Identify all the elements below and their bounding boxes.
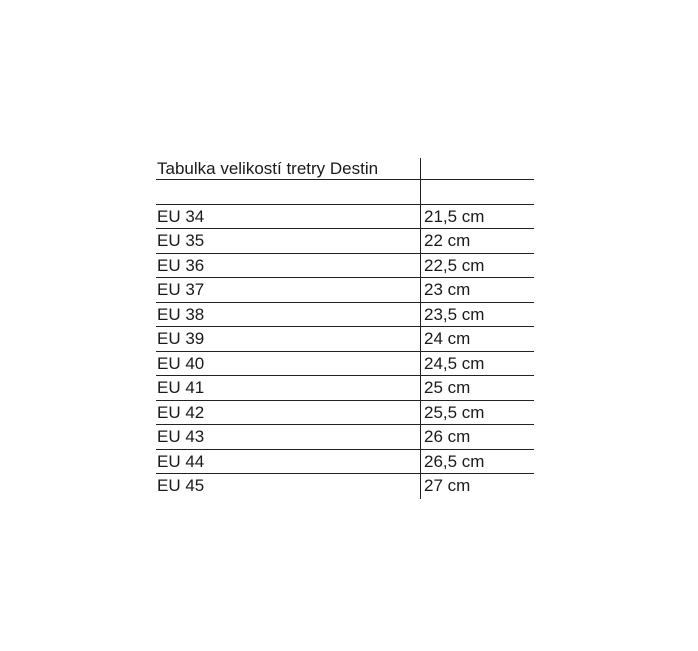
eu-size-cell: EU 38: [157, 304, 205, 324]
foot-length-cell: 23 cm: [420, 278, 534, 302]
eu-size-cell: EU 42: [157, 402, 205, 422]
table-row: EU 40 24,5 cm: [156, 351, 534, 376]
eu-size-cell: EU 44: [157, 451, 205, 471]
table-row: EU 45 27 cm: [156, 474, 534, 499]
foot-length-cell: 26 cm: [420, 425, 534, 449]
foot-length-cell: 25 cm: [420, 376, 534, 400]
table-title: Tabulka velikostí tretry Destin: [157, 159, 379, 178]
table-row: EU 36 22,5 cm: [156, 253, 534, 278]
table-row: EU 38 23,5 cm: [156, 302, 534, 327]
foot-length-cell: 26,5 cm: [420, 449, 534, 473]
foot-length-cell: 24,5 cm: [420, 351, 534, 375]
foot-length-cell: 27 cm: [420, 474, 534, 499]
size-table: Tabulka velikostí tretry Destin EU 34 21,…: [156, 158, 534, 499]
foot-length-cell: 21,5 cm: [420, 204, 534, 228]
table-row: EU 43 26 cm: [156, 425, 534, 450]
foot-length-cell: 22,5 cm: [420, 253, 534, 277]
table-row: EU 37 23 cm: [156, 278, 534, 303]
empty-row: [156, 180, 534, 205]
foot-length-cell: 24 cm: [420, 327, 534, 351]
eu-size-cell: EU 36: [157, 255, 205, 275]
eu-size-cell: EU 34: [157, 206, 205, 226]
table-row: EU 44 26,5 cm: [156, 449, 534, 474]
eu-size-cell: EU 37: [157, 280, 205, 299]
foot-length-cell: 25,5 cm: [420, 400, 534, 424]
eu-size-cell: EU 39: [157, 329, 205, 348]
eu-size-cell: EU 45: [157, 476, 205, 495]
eu-size-cell: EU 35: [157, 231, 205, 250]
eu-size-cell: EU 41: [157, 378, 205, 397]
eu-size-cell: EU 40: [157, 353, 205, 373]
table-row: EU 39 24 cm: [156, 327, 534, 352]
table-title-row: Tabulka velikostí tretry Destin: [156, 158, 534, 180]
table-row: EU 34 21,5 cm: [156, 204, 534, 229]
empty-cell: [420, 158, 534, 179]
table-row: EU 41 25 cm: [156, 376, 534, 401]
table-row: EU 35 22 cm: [156, 229, 534, 254]
foot-length-cell: 23,5 cm: [420, 302, 534, 326]
foot-length-cell: 22 cm: [420, 229, 534, 253]
eu-size-cell: EU 43: [157, 427, 205, 446]
table-row: EU 42 25,5 cm: [156, 400, 534, 425]
empty-cell: [420, 180, 534, 204]
